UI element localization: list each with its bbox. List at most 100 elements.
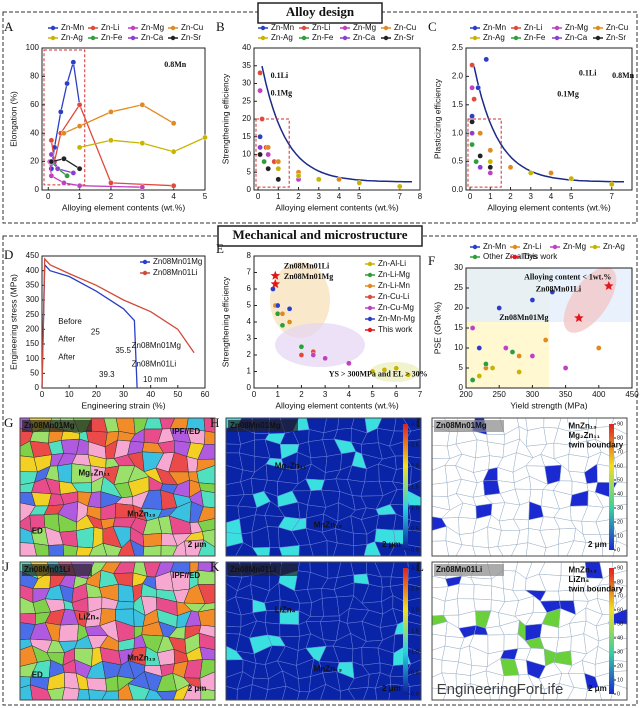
x-tick-label: 2 [508, 192, 513, 201]
micrograph [19, 417, 216, 557]
y-tick-label: 20 [454, 303, 463, 312]
image-frame [19, 561, 216, 701]
data-point [346, 360, 352, 367]
data-point [70, 59, 77, 66]
micrograph: 0.0 0.5 1.0 1.5 2.0 2.5 3.0 [225, 417, 422, 557]
grain [184, 539, 205, 556]
grain [297, 691, 310, 700]
grain [20, 542, 37, 556]
grain [197, 562, 215, 573]
section-title-box [217, 225, 423, 247]
section-frame [2, 235, 638, 706]
data-point [275, 158, 282, 165]
data-point [76, 165, 83, 172]
legend-label: Zn-Sr [181, 33, 201, 42]
grain [403, 671, 421, 687]
y-tick-label: 2 [247, 350, 252, 359]
grain [482, 480, 501, 496]
legend-label: Zn-Mn [483, 242, 506, 251]
data-point [396, 183, 403, 190]
panel-letter: K [210, 559, 220, 574]
legend-label: Zn-Mg [141, 23, 164, 32]
grain [407, 562, 421, 579]
grain [226, 686, 238, 700]
grain [63, 544, 79, 556]
data-point [257, 151, 263, 158]
grain [186, 456, 199, 473]
colorbar [609, 568, 614, 694]
grain [75, 546, 94, 556]
image-label: Zn08Mn01Mg [436, 421, 487, 430]
x-tick-label: 450 [625, 390, 639, 399]
data-point [405, 371, 411, 378]
data-point [257, 70, 263, 76]
data-point [469, 325, 476, 331]
data-point [496, 305, 503, 311]
y-tick-label: 40 [30, 128, 39, 137]
colorbar-label: 20 [617, 663, 623, 669]
annotation: 0.1Li [271, 71, 289, 80]
y-tick-label: 2.5 [452, 43, 464, 52]
y-tick-label: 10 [242, 150, 251, 159]
legend-marker [554, 25, 560, 31]
grains [226, 562, 421, 700]
grain [249, 684, 269, 700]
data-point [527, 170, 534, 176]
y-tick-label: 60 [30, 100, 39, 109]
data-point [469, 62, 475, 68]
legend-marker [170, 25, 176, 31]
data-point [298, 352, 305, 358]
x-axis-label: Alloying element contents (wt.%) [275, 202, 398, 212]
legend-label: Zn-Ca [353, 33, 376, 42]
grain [235, 542, 259, 556]
grains [432, 562, 627, 700]
data-point [48, 172, 55, 179]
image-annotation: 2 μm [588, 684, 607, 693]
panel-letter: D [4, 247, 13, 262]
grain [410, 466, 421, 486]
x-axis-label: Alloying element contents (wt.%) [275, 400, 398, 410]
data-point [369, 368, 376, 375]
x-tick-label: 250 [493, 390, 507, 399]
grain [226, 443, 241, 454]
legend-label: Zn08Mn01Mg [153, 257, 202, 266]
x-tick-label: 10 [65, 390, 74, 399]
grain [309, 540, 328, 556]
grain [265, 685, 287, 700]
y-tick-label: 10 [454, 343, 463, 352]
data-point [476, 373, 483, 379]
grain [502, 562, 518, 572]
grain [585, 686, 602, 700]
legend-marker [367, 261, 373, 267]
legend-label: Zn-Cu [181, 23, 203, 32]
grain [432, 444, 450, 460]
grain [29, 684, 52, 700]
data-point [487, 147, 494, 154]
grain [102, 542, 122, 556]
colorbar-label: 80 [617, 435, 623, 441]
panel-letter: E [216, 241, 224, 256]
data-point [61, 180, 67, 186]
data-point [476, 345, 483, 351]
grain [353, 532, 368, 546]
y-axis-label: Elongation (%) [8, 91, 18, 147]
data-point [279, 322, 286, 329]
panel-letter: C [428, 19, 437, 34]
data-point [471, 96, 477, 102]
colorbar-label: 0 [617, 547, 620, 553]
colorbar-label: 1.5 [411, 484, 419, 490]
legend-label: Zn-Ag [483, 33, 505, 42]
label-bg [22, 564, 92, 576]
data-point [489, 365, 496, 371]
data-point [298, 343, 305, 350]
y-axis-label: PSE (GPa·%) [432, 302, 442, 355]
image-label: Zn08Mn01Mg [230, 421, 281, 430]
series-line [41, 257, 195, 389]
grain [282, 685, 300, 700]
grain [566, 540, 587, 556]
data-point [562, 365, 569, 371]
legend-label: Zn-Fe [312, 33, 334, 42]
image-annotation: Mg₂Zn₁₁ [569, 431, 601, 440]
grain [610, 684, 627, 700]
data-point [48, 158, 55, 165]
